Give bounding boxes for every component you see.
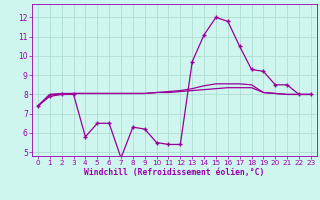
X-axis label: Windchill (Refroidissement éolien,°C): Windchill (Refroidissement éolien,°C) xyxy=(84,168,265,177)
